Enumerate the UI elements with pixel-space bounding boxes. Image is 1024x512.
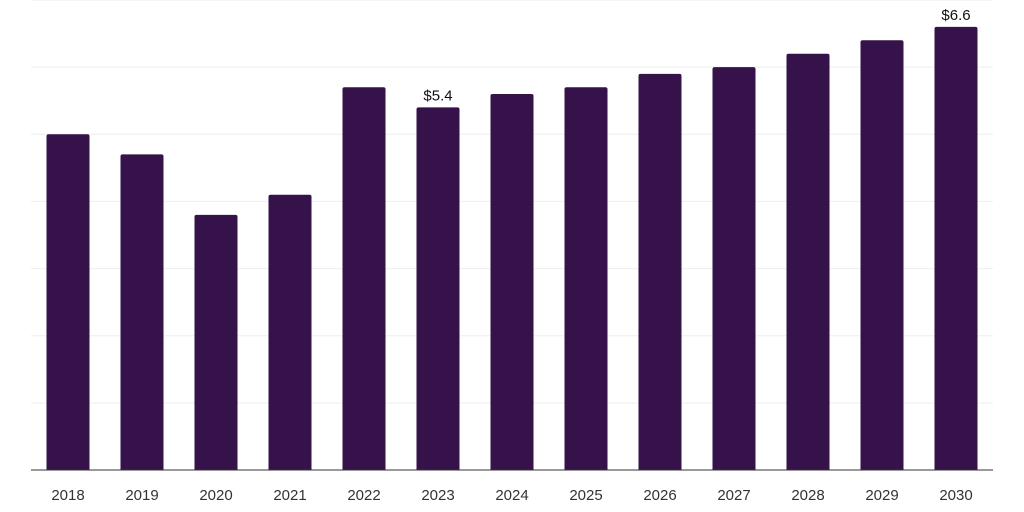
- x-tick-label: 2019: [125, 487, 158, 504]
- bar-2018: [46, 134, 90, 471]
- x-tick-label: 2026: [643, 487, 676, 504]
- bar-2027: [712, 67, 756, 471]
- x-tick-label: 2025: [569, 487, 602, 504]
- x-tick-label: 2028: [791, 487, 824, 504]
- bar-2025: [564, 87, 608, 471]
- x-tick-label: 2024: [495, 487, 528, 504]
- bar-2021: [268, 194, 312, 470]
- data-label-2030: $6.6: [941, 7, 970, 24]
- x-tick-label: 2022: [347, 487, 380, 504]
- x-tick-label: 2030: [939, 487, 972, 504]
- bar-2022: [342, 87, 386, 471]
- bar-2029: [860, 40, 904, 471]
- data-label-2023: $5.4: [423, 87, 452, 104]
- bars: [46, 26, 978, 471]
- bar-2024: [490, 94, 534, 470]
- bar-2023: [416, 107, 460, 470]
- bar-2026: [638, 73, 682, 470]
- x-tick-label: 2023: [421, 487, 454, 504]
- x-axis-tick-labels: 2018 2019 2020 2021 2022 2023 2024 2025 2026 2027…: [51, 487, 972, 504]
- x-tick-label: 2020: [199, 487, 232, 504]
- bar-2020: [194, 214, 238, 470]
- x-tick-label: 2018: [51, 487, 84, 504]
- x-tick-label: 2021: [273, 487, 306, 504]
- x-tick-label: 2027: [717, 487, 750, 504]
- bar-2030: [934, 26, 978, 470]
- data-labels: $5.4 $6.6: [423, 7, 970, 105]
- bar-2028: [786, 53, 830, 470]
- bar-2019: [120, 154, 164, 470]
- x-tick-label: 2029: [865, 487, 898, 504]
